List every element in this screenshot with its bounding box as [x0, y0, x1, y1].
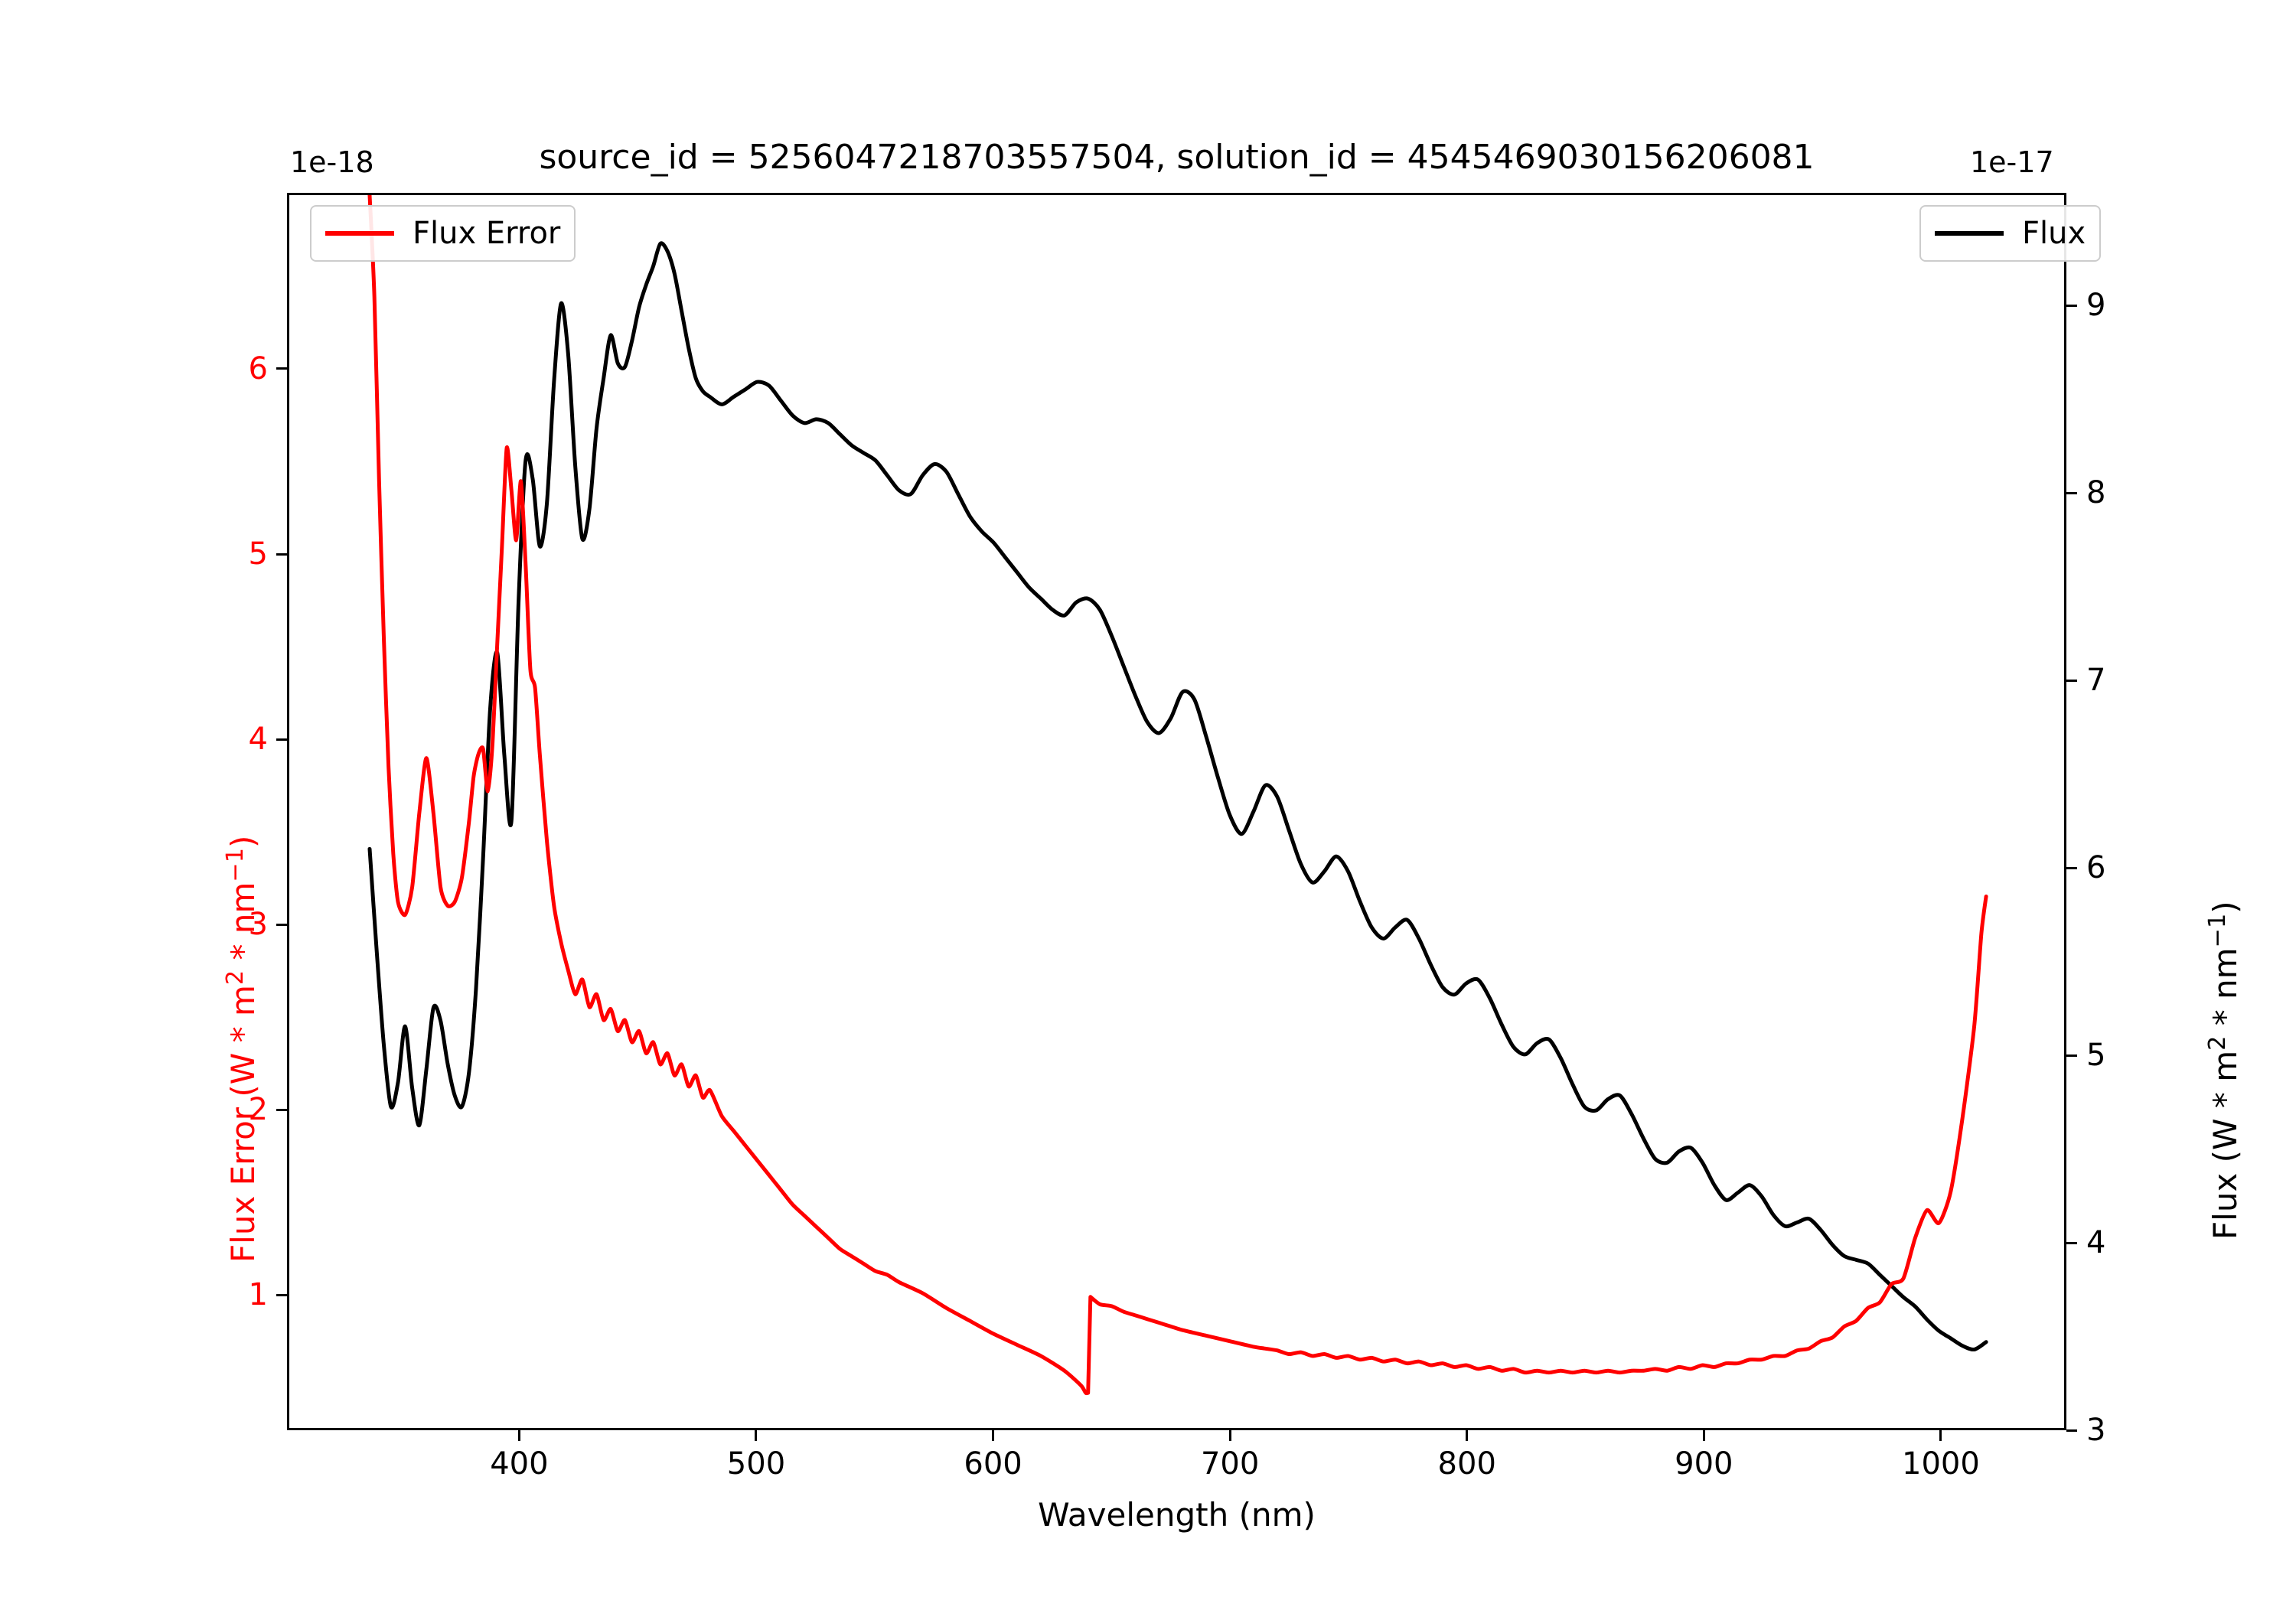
y-tick-mark-right [2066, 1054, 2077, 1057]
plot-area [287, 193, 2066, 1430]
y-axis-label-left: Flux Error (W * m2 * nm−1) [222, 835, 262, 1263]
y-tick-mark-right [2066, 304, 2077, 307]
y-tick-label-right: 4 [2086, 1225, 2106, 1260]
x-axis-label: Wavelength (nm) [1038, 1496, 1316, 1534]
y-tick-label-right: 5 [2086, 1038, 2106, 1073]
x-tick-label: 1000 [1902, 1446, 1980, 1482]
curves-svg [367, 195, 1988, 1396]
x-tick-label: 600 [964, 1446, 1022, 1482]
y-tick-mark-left [276, 367, 287, 370]
y-tick-mark-left [276, 923, 287, 926]
x-tick-label: 900 [1675, 1446, 1733, 1482]
y-tick-mark-left [276, 1108, 287, 1111]
y-tick-label-right: 3 [2086, 1413, 2106, 1448]
right-axis-offset-label: 1e-17 [1970, 145, 2054, 179]
y-tick-mark-left [276, 1293, 287, 1296]
flux-error-line [367, 195, 1988, 1396]
legend-flux[interactable]: Flux [1919, 205, 2102, 262]
legend-flux-swatch [1935, 231, 2004, 236]
chart-title: source_id = 5256047218703557504, solutio… [539, 138, 1815, 177]
y-axis-label-right: Flux (W * m2 * nm−1) [2204, 901, 2244, 1240]
y-tick-label-left: 4 [248, 722, 268, 758]
left-axis-offset-label: 1e-18 [290, 145, 374, 179]
x-tick-mark [755, 1430, 758, 1441]
legend-flux-error[interactable]: Flux Error [310, 205, 576, 262]
y-tick-label-left: 6 [248, 350, 268, 386]
legend-flux-error-label: Flux Error [413, 216, 561, 251]
legend-flux-error-swatch [325, 231, 394, 236]
y-tick-label-right: 8 [2086, 475, 2106, 510]
x-tick-label: 800 [1437, 1446, 1496, 1482]
y-tick-mark-right [2066, 866, 2077, 869]
y-tick-mark-right [2066, 1429, 2077, 1432]
y-tick-label-left: 1 [248, 1277, 268, 1313]
x-tick-mark [1466, 1430, 1469, 1441]
x-tick-label: 500 [726, 1446, 786, 1482]
y-tick-mark-left [276, 553, 287, 556]
y-tick-label-left: 5 [248, 536, 268, 572]
x-tick-mark [1228, 1430, 1231, 1441]
y-tick-mark-right [2066, 1241, 2077, 1244]
y-tick-label-left: 2 [248, 1092, 268, 1128]
x-tick-label: 400 [490, 1446, 549, 1482]
flux-line [367, 241, 1988, 1352]
x-tick-mark [517, 1430, 520, 1441]
y-tick-label-left: 3 [248, 907, 268, 943]
y-tick-mark-left [276, 738, 287, 741]
x-tick-mark [1939, 1430, 1942, 1441]
y-tick-mark-right [2066, 679, 2077, 682]
x-tick-label: 700 [1200, 1446, 1260, 1482]
y-tick-mark-right [2066, 491, 2077, 494]
y-tick-label-right: 7 [2086, 663, 2106, 698]
y-tick-label-right: 9 [2086, 288, 2106, 323]
x-tick-mark [1702, 1430, 1705, 1441]
y-tick-label-right: 6 [2086, 850, 2106, 885]
legend-flux-label: Flux [2022, 216, 2086, 251]
x-tick-mark [992, 1430, 995, 1441]
